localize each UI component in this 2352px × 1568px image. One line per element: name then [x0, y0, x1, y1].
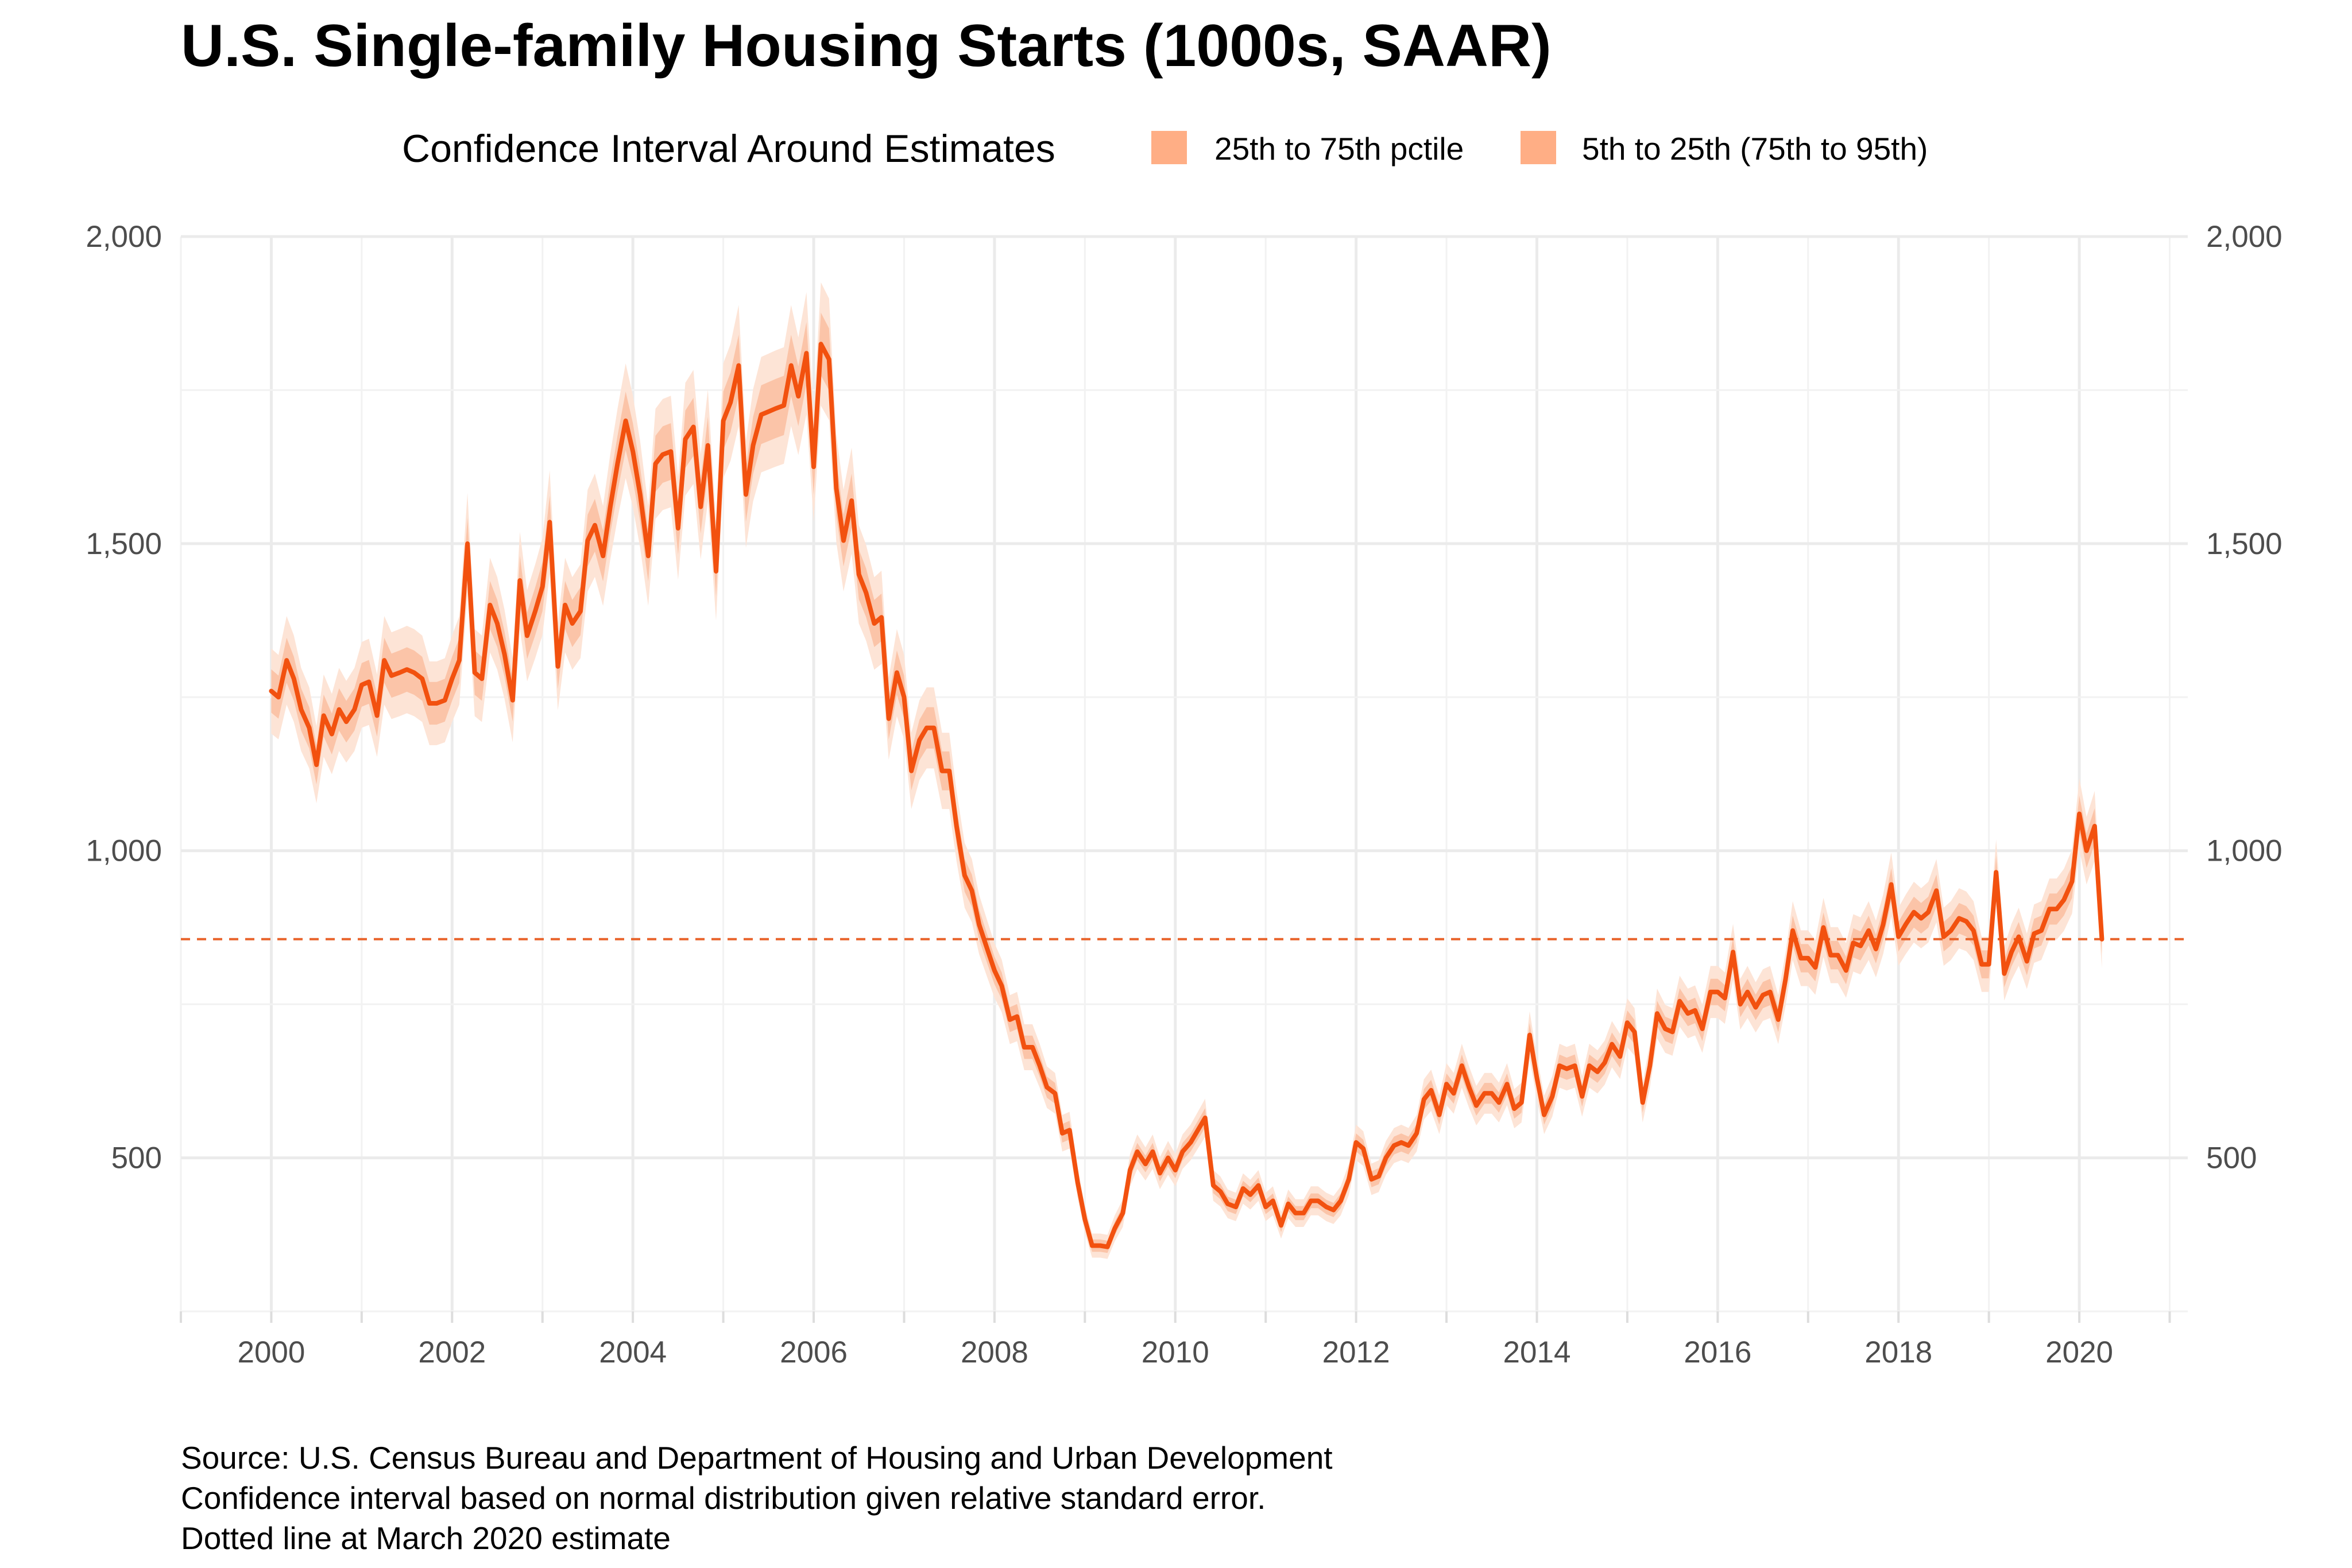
caption-confidence-interval: Confidence interval based on normal dist… [181, 1480, 1266, 1516]
y-tick-label-left: 1,000 [86, 834, 162, 868]
y-tick-label-right: 1,000 [2206, 834, 2283, 868]
x-axis: 2000 2002 2004 2006 2008 2010 2012 2014 2016 2018… [180, 1311, 2171, 1369]
x-tick-label: 2006 [780, 1335, 848, 1369]
legend-label-outer-band: 5th to 25th (75th to 95th) [1582, 131, 1928, 167]
x-tick-label: 2002 [418, 1335, 486, 1369]
series-line-group [269, 342, 2105, 1249]
legend-swatch-inner-band [1151, 131, 1187, 164]
caption: Source: U.S. Census Bureau and Departmen… [181, 1440, 1333, 1556]
y-tick-label-right: 500 [2206, 1141, 2257, 1175]
x-tick-label: 2004 [599, 1335, 667, 1369]
y-tick-label-left: 500 [111, 1141, 162, 1175]
x-tick-label: 2016 [1684, 1335, 1751, 1369]
x-tick-label: 2012 [1322, 1335, 1390, 1369]
caption-source: Source: U.S. Census Bureau and Departmen… [181, 1440, 1333, 1476]
x-tick-label: 2014 [1503, 1335, 1571, 1369]
chart-title: U.S. Single-family Housing Starts (1000s… [181, 13, 1552, 79]
x-tick-label: 2000 [237, 1335, 305, 1369]
x-tick-label: 2010 [1142, 1335, 1209, 1369]
legend: Confidence Interval Around Estimates 25t… [402, 127, 1928, 171]
legend-label-inner-band: 25th to 75th pctile [1214, 131, 1464, 167]
caption-dotted-line: Dotted line at March 2020 estimate [181, 1520, 671, 1556]
y-tick-label-left: 1,500 [86, 527, 162, 561]
x-tick-label: 2020 [2045, 1335, 2113, 1369]
y-tick-label-right: 1,500 [2206, 527, 2283, 561]
y-tick-label-right: 2,000 [2206, 220, 2283, 254]
y-axis-right: 2,000 1,500 1,000 500 [2206, 220, 2283, 1175]
x-tick-label: 2018 [1864, 1335, 1932, 1369]
legend-title: Confidence Interval Around Estimates [402, 127, 1055, 171]
x-tick-label: 2008 [961, 1335, 1028, 1369]
y-tick-label-left: 2,000 [86, 220, 162, 254]
y-axis-left: 2,000 1,500 1,000 500 [86, 220, 162, 1175]
legend-swatch-outer-band [1521, 131, 1556, 164]
series-line [269, 342, 2105, 1249]
